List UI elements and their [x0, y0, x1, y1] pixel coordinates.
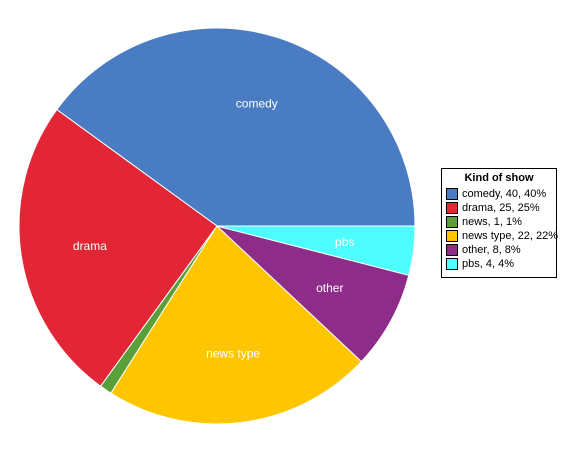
pie-slice-labels: comedy drama news type other pbs	[73, 97, 354, 361]
pie-slice-comedy	[56, 27, 416, 227]
pie-slices	[18, 27, 416, 425]
legend-swatch	[446, 230, 458, 242]
legend-item-label: comedy, 40, 40%	[462, 188, 547, 200]
legend-swatch	[446, 216, 458, 228]
pie-label-comedy: comedy	[236, 97, 278, 111]
pie-label-other: other	[316, 281, 343, 295]
legend-item-label: pbs, 4, 4%	[462, 258, 514, 270]
pie-label-news-type: news type	[206, 347, 260, 361]
legend-item-news-type: news type, 22, 22%	[446, 229, 558, 243]
legend-swatch	[446, 188, 458, 200]
legend-item-other: other, 8, 8%	[446, 243, 552, 257]
legend-swatch	[446, 202, 458, 214]
pie-label-drama: drama	[73, 239, 107, 253]
legend-item-news: news, 1, 1%	[446, 215, 552, 229]
legend-item-label: news type, 22, 22%	[462, 230, 559, 242]
legend-item-label: drama, 25, 25%	[462, 202, 540, 214]
legend-item-label: news, 1, 1%	[462, 216, 522, 228]
pie-slice-other	[216, 225, 410, 363]
legend: Kind of show comedy, 40, 40% drama, 25, 2…	[441, 168, 558, 278]
legend-title: Kind of show	[464, 172, 534, 184]
pie-slice-drama	[18, 108, 218, 387]
legend-item-drama: drama, 25, 25%	[446, 201, 552, 215]
legend-item-label: other, 8, 8%	[462, 244, 521, 256]
pie-label-pbs: pbs	[335, 235, 354, 249]
legend-item-pbs: pbs, 4, 4%	[446, 257, 552, 271]
pie-slice-pbs	[216, 225, 416, 276]
pie-slice-news-type	[110, 225, 363, 425]
legend-swatch	[446, 258, 458, 270]
legend-swatch	[446, 244, 458, 256]
legend-item-comedy: comedy, 40, 40%	[446, 187, 552, 201]
legend-items: comedy, 40, 40% drama, 25, 25% news, 1, 1%…	[446, 187, 558, 271]
